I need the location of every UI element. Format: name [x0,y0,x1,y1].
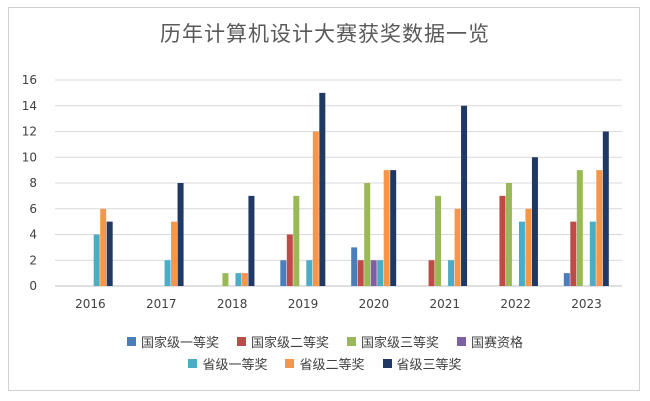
legend-swatch [457,336,467,346]
bar [319,92,326,286]
legend-label: 省级二等奖 [299,357,365,373]
bar [383,170,390,286]
legend-item: 省级三等奖 [382,354,462,373]
bar [171,221,178,286]
legend-row: 国家级一等奖 国家级二等奖 国家级三等奖 国赛资格 [0,330,650,352]
chart-legend: 国家级一等奖 国家级二等奖 国家级三等奖 国赛资格 省级一等奖 省级二等奖 省级三等奖 [0,330,650,374]
y-tick-label: 8 [29,176,37,190]
x-tick-label: 2023 [571,297,602,311]
x-tick-label: 2022 [500,297,531,311]
y-tick-label: 16 [22,73,37,87]
bar [428,260,435,286]
bar [364,183,371,286]
legend-label: 省级一等奖 [202,357,268,373]
y-tick-label: 12 [22,125,37,139]
legend-label: 国家级三等奖 [361,335,440,351]
legend-item: 国家级一等奖 [126,332,219,351]
legend-label: 国赛资格 [471,335,524,351]
bar [461,105,468,286]
bar [164,260,171,286]
bar [222,273,229,286]
x-tick-label: 2021 [430,297,461,311]
bar [235,273,242,286]
legend-label: 国家级二等奖 [250,335,329,351]
bar [377,260,384,286]
bar [454,208,461,286]
bar [596,170,603,286]
y-tick-label: 2 [29,253,37,267]
legend-item: 国赛资格 [457,332,523,351]
bar [177,183,184,286]
bar [589,221,596,286]
y-tick-label: 10 [22,150,37,164]
bar [248,195,255,286]
x-tick-label: 2019 [288,297,319,311]
legend-label: 国家级一等奖 [140,335,219,351]
legend-item: 省级一等奖 [188,354,267,373]
legend-row: 省级一等奖 省级二等奖 省级三等奖 [0,352,650,374]
bar [370,260,377,286]
legend-label: 省级三等奖 [396,357,462,373]
legend-item: 省级二等奖 [285,354,365,373]
bar [241,273,248,286]
legend-swatch [126,336,136,346]
y-tick-label: 4 [29,228,37,242]
y-tick-label: 6 [29,202,37,216]
bar [499,195,506,286]
y-tick-label: 0 [29,279,37,293]
bar [505,183,512,286]
x-tick-label: 2020 [359,297,390,311]
bar [390,170,397,286]
bar [518,221,525,286]
legend-swatch [285,358,295,368]
bar [602,131,609,286]
bar [312,131,319,286]
legend-swatch [188,358,198,368]
bar [525,208,532,286]
bar [93,234,100,286]
legend-item: 国家级二等奖 [236,332,329,351]
x-tick-label: 2016 [75,297,106,311]
bar [576,170,583,286]
bar [280,260,287,286]
bar [286,234,293,286]
bar [448,260,455,286]
chart-title: 历年计算机设计大赛获奖数据一览 [160,22,490,46]
x-tick-label: 2017 [146,297,177,311]
bar [293,195,300,286]
legend-item: 国家级三等奖 [347,332,439,351]
bar [570,221,577,286]
bar [351,247,358,286]
bar [531,157,538,286]
bar [306,260,313,286]
bar [435,195,442,286]
bar-chart: 0 2 4 6 8 10 12 14 16 2016 2017 2018 2019 2020 2021 202… [22,73,622,311]
y-tick-label: 14 [22,99,37,113]
bar [563,273,570,286]
bar [100,208,107,286]
x-tick-label: 2018 [217,297,248,311]
legend-swatch [236,336,246,346]
bar [106,221,113,286]
legend-swatch [382,358,392,368]
legend-swatch [347,336,356,346]
bar [357,260,364,286]
